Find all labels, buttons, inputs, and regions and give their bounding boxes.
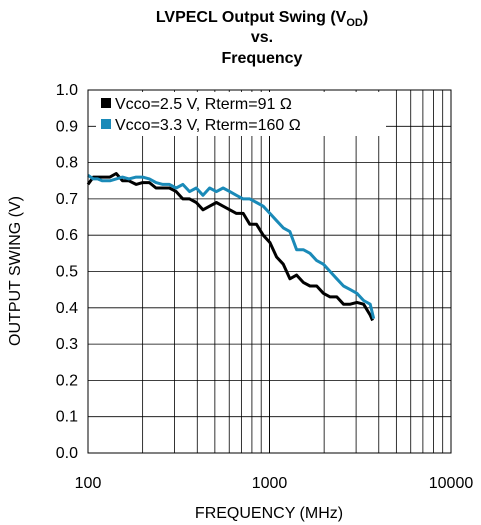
x-tick-label: 100 (75, 475, 102, 492)
chart-title-subscript: OD (346, 17, 363, 29)
y-tick-label: 0.8 (56, 155, 78, 172)
x-tick-label: 10000 (429, 475, 474, 492)
y-tick-label: 0.6 (56, 227, 78, 244)
y-tick-label: 0.3 (56, 336, 78, 353)
series-line-2 (87, 174, 376, 320)
chart-title-main: LVPECL Output Swing (V (156, 9, 347, 26)
legend-label-1: Vcco=2.5 V, Rterm=91 Ω (115, 96, 292, 113)
y-tick-label: 0.7 (56, 191, 78, 208)
legend-background (96, 92, 386, 136)
grid (87, 89, 452, 454)
y-tick-labels: 0.0 0.1 0.2 0.3 0.4 0.5 0.6 0.7 0.8 0.9 1.0 (56, 82, 78, 462)
chart-title-line3: Frequency (222, 50, 303, 67)
y-tick-label: 0.9 (56, 118, 78, 135)
chart-title-close: ) (363, 9, 368, 26)
series-lines (86, 172, 376, 322)
x-tick-label: 1000 (252, 475, 288, 492)
legend-label-2: Vcco=3.3 V, Rterm=160 Ω (115, 117, 301, 134)
y-tick-label: 0.2 (56, 372, 78, 389)
y-tick-label: 0.1 (56, 409, 78, 426)
y-axis-label: OUTPUT SWING (V) (7, 196, 24, 346)
x-axis-label: FREQUENCY (MHz) (195, 505, 343, 522)
y-tick-label: 1.0 (56, 82, 78, 99)
legend-swatch-1 (101, 98, 111, 108)
series-line-1 (86, 172, 374, 322)
x-tick-labels: 100 1000 10000 (75, 475, 474, 492)
y-tick-label: 0.4 (56, 300, 78, 317)
legend-swatch-2 (101, 119, 111, 129)
chart-title-line1: LVPECL Output Swing (VOD) (156, 9, 368, 29)
plot-frame (87, 89, 452, 454)
chart-title-line2: vs. (251, 29, 273, 46)
y-tick-label: 0.5 (56, 264, 78, 281)
legend: Vcco=2.5 V, Rterm=91 Ω Vcco=3.3 V, Rterm=… (96, 92, 386, 136)
y-tick-label: 0.0 (56, 445, 78, 462)
